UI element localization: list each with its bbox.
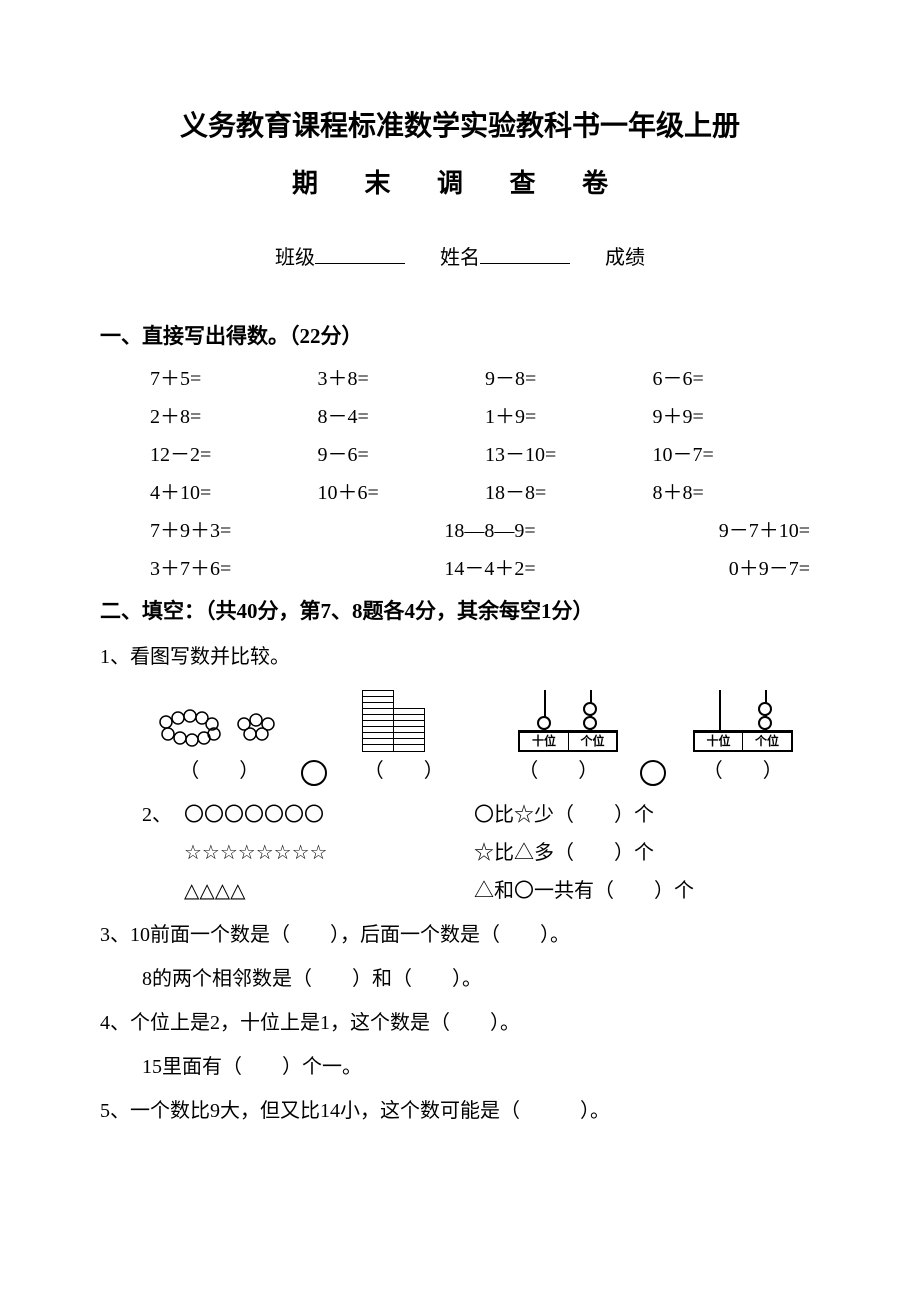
eq: 2＋8= (150, 398, 318, 436)
eq: 18—8—9= (363, 512, 596, 550)
eq: 0＋9－7= (597, 550, 820, 588)
score-label: 成绩 (605, 247, 645, 269)
eq: 8＋8= (653, 474, 821, 512)
q2-r2: ☆比△多（ ）个 (474, 834, 820, 872)
q1-compare: （ ） （ ） （ ） （ ） (142, 752, 820, 790)
eq: 10＋6= (318, 474, 486, 512)
q2-circles: 〇〇〇〇〇〇〇 (184, 796, 474, 834)
q1-figures: 十位个位 十位个位 (142, 682, 820, 752)
section1-heading: 一、直接写出得数。（22分） (100, 317, 820, 357)
eq-row: 2＋8= 8－4= 1＋9= 9＋9= (150, 398, 820, 436)
q4a: 4、个位上是2，十位上是1，这个数是（ ）。 (100, 1004, 820, 1042)
q2-stars: ☆☆☆☆☆☆☆☆ (184, 834, 474, 872)
equations-4col: 7＋5= 3＋8= 9－8= 6－6= 2＋8= 8－4= 1＋9= 9＋9= … (150, 360, 820, 588)
q1: 1、看图写数并比较。 (100, 638, 820, 676)
eq: 9－8= (485, 360, 653, 398)
title-main: 义务教育课程标准数学实验教科书一年级上册 (100, 100, 820, 153)
eq: 12－2= (150, 436, 318, 474)
bar-short (393, 708, 425, 752)
q2: 2、 〇〇〇〇〇〇〇 〇比☆少（ ）个 ☆☆☆☆☆☆☆☆ ☆比△多（ ）个 △△… (100, 796, 820, 910)
paren: （ ） (703, 760, 783, 782)
q2-r3: △和〇一共有（ ）个 (474, 872, 820, 910)
q3a: 3、10前面一个数是（ ），后面一个数是（ ）。 (100, 916, 820, 954)
q4b: 15里面有（ ）个一。 (100, 1048, 820, 1086)
eq: 1＋9= (485, 398, 653, 436)
fig-abacus-1: 十位个位 (491, 682, 646, 752)
q2-tris: △△△△ (184, 872, 474, 910)
name-label: 姓名 (440, 247, 480, 269)
bar-tall (362, 690, 394, 752)
paren: （ ） (518, 760, 598, 782)
q2-num: 2、 (142, 796, 184, 834)
compare-circle-icon (640, 760, 666, 786)
eq-row3: 7＋9＋3= 18—8—9= 9－7＋10= (150, 512, 820, 550)
eq: 6－6= (653, 360, 821, 398)
abacus-tens: 十位 (695, 733, 744, 750)
name-blank (480, 263, 570, 264)
fig-abacus-2: 十位个位 (666, 682, 821, 752)
eq: 9－6= (318, 436, 486, 474)
fig-bars (317, 682, 472, 752)
q3b: 8的两个相邻数是（ ）和（ ）。 (100, 960, 820, 998)
eq: 9－7＋10= (597, 512, 820, 550)
abacus-tens: 十位 (520, 733, 569, 750)
eq-row3: 3＋7＋6= 14－4＋2= 0＋9－7= (150, 550, 820, 588)
section2-heading: 二、填空：（共40分，第7、8题各4分，其余每空1分） (100, 592, 820, 632)
fig-circles (142, 682, 297, 752)
eq: 13－10= (485, 436, 653, 474)
info-row: 班级 姓名 成绩 (100, 239, 820, 277)
eq-row: 12－2= 9－6= 13－10= 10－7= (150, 436, 820, 474)
eq: 7＋9＋3= (150, 512, 363, 550)
eq: 3＋7＋6= (150, 550, 363, 588)
class-blank (315, 263, 405, 264)
abacus-ones: 个位 (569, 733, 617, 750)
circles-icon (154, 702, 284, 752)
paren: （ ） (364, 760, 444, 782)
eq: 10－7= (653, 436, 821, 474)
eq: 3＋8= (318, 360, 486, 398)
eq-row: 7＋5= 3＋8= 9－8= 6－6= (150, 360, 820, 398)
title-sub: 期 末 调 查 卷 (100, 159, 820, 208)
eq-row: 4＋10= 10＋6= 18－8= 8＋8= (150, 474, 820, 512)
eq: 14－4＋2= (363, 550, 596, 588)
eq: 4＋10= (150, 474, 318, 512)
paren: （ ） (179, 760, 259, 782)
q5: 5、一个数比9大，但又比14小，这个数可能是（ ）。 (100, 1092, 820, 1130)
eq: 7＋5= (150, 360, 318, 398)
eq: 8－4= (318, 398, 486, 436)
compare-circle-icon (301, 760, 327, 786)
q2-r1: 〇比☆少（ ）个 (474, 796, 820, 834)
eq: 18－8= (485, 474, 653, 512)
class-label: 班级 (275, 247, 315, 269)
eq: 9＋9= (653, 398, 821, 436)
abacus-ones: 个位 (743, 733, 791, 750)
